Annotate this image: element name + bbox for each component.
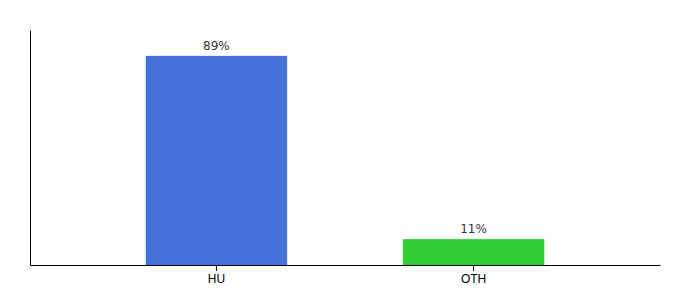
bar [403,239,544,265]
chart-svg: HU OTH 89% 11% [0,0,680,300]
data-label: 11% [460,222,487,236]
x-tick-label: OTH [461,272,486,286]
data-labels: 89% 11% [203,39,487,236]
x-tick-mark [473,265,474,271]
plot-area: HU OTH 89% 11% [31,31,661,286]
data-label: 89% [203,39,230,53]
bar [146,56,287,265]
bars [146,56,545,265]
y-axis [30,31,31,266]
x-axis-line [31,265,661,266]
x-tick-mark [216,265,217,271]
x-tick: HU [208,265,225,286]
y-axis-line [30,31,31,266]
x-tick: OTH [461,265,486,286]
chart-container: HU OTH 89% 11% [0,0,680,300]
x-axis: HU OTH [31,265,661,286]
x-tick-label: HU [208,272,225,286]
